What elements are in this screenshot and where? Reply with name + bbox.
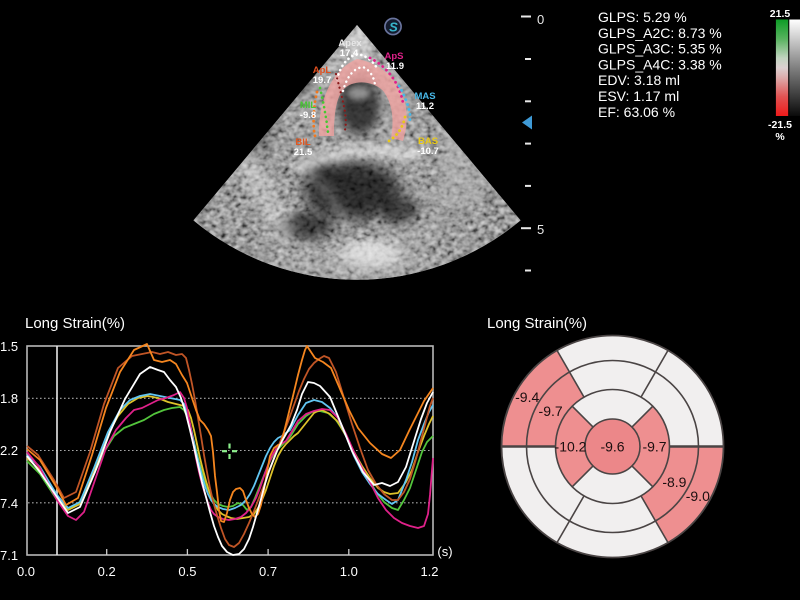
svg-text:21.5: 21.5 — [770, 8, 791, 20]
svg-text:Long Strain(%): Long Strain(%) — [25, 315, 125, 332]
svg-text:GLPS_A2C: 8.73 %: GLPS_A2C: 8.73 % — [598, 25, 722, 41]
svg-text:1.2: 1.2 — [420, 564, 438, 579]
svg-text:11.9: 11.9 — [386, 61, 404, 72]
svg-text:ApL: ApL — [313, 65, 332, 76]
svg-text:BAS: BAS — [418, 136, 438, 147]
svg-text:GLPS_A3C: 5.35 %: GLPS_A3C: 5.35 % — [598, 41, 722, 57]
svg-text:GLPS_A4C: 3.38 %: GLPS_A4C: 3.38 % — [598, 56, 722, 72]
svg-text:5: 5 — [537, 222, 544, 237]
svg-text:-9.4: -9.4 — [515, 389, 539, 405]
svg-text:MIL: MIL — [300, 100, 317, 111]
svg-text:0.0: 0.0 — [17, 564, 35, 579]
svg-text:(s): (s) — [437, 544, 452, 559]
svg-text:-8.9: -8.9 — [662, 474, 686, 490]
svg-text:1.8: 1.8 — [0, 391, 18, 406]
svg-text:GLPS: 5.29 %: GLPS: 5.29 % — [598, 9, 687, 25]
svg-text:EDV: 3.18 ml: EDV: 3.18 ml — [598, 72, 680, 88]
svg-text:%: % — [775, 131, 785, 143]
svg-text:-9.7: -9.7 — [642, 439, 666, 455]
svg-text:ApS: ApS — [385, 51, 404, 62]
svg-text:Long Strain(%): Long Strain(%) — [487, 315, 587, 332]
svg-text:-9.7: -9.7 — [539, 403, 563, 419]
svg-text:17.4: 17.4 — [340, 48, 359, 59]
svg-text:-10.2: -10.2 — [555, 439, 587, 455]
svg-text:7.1: 7.1 — [0, 548, 18, 563]
svg-text:-9.0: -9.0 — [686, 488, 710, 504]
svg-text:0.7: 0.7 — [259, 564, 277, 579]
svg-text:-21.5: -21.5 — [768, 119, 792, 131]
svg-text:0.2: 0.2 — [98, 564, 116, 579]
svg-text:2.2: 2.2 — [0, 443, 18, 458]
svg-text:11.2: 11.2 — [416, 101, 434, 112]
svg-text:S: S — [389, 20, 398, 35]
svg-text:-9.6: -9.6 — [600, 439, 624, 455]
svg-text:0.5: 0.5 — [178, 564, 196, 579]
svg-text:-10.7: -10.7 — [417, 146, 439, 157]
svg-text:1.0: 1.0 — [340, 564, 358, 579]
svg-text:BIL: BIL — [295, 137, 311, 148]
svg-text:EF: 63.06 %: EF: 63.06 % — [598, 104, 675, 120]
svg-text:0: 0 — [537, 12, 544, 27]
svg-text:MAS: MAS — [414, 91, 435, 102]
svg-text:19.7: 19.7 — [313, 75, 332, 86]
svg-text:ESV: 1.17 ml: ESV: 1.17 ml — [598, 88, 679, 104]
svg-text:Apex: Apex — [338, 38, 362, 49]
svg-text:7.4: 7.4 — [0, 496, 18, 511]
svg-text:-9.8: -9.8 — [300, 110, 316, 121]
svg-text:1.5: 1.5 — [0, 339, 18, 354]
svg-text:21.5: 21.5 — [294, 147, 313, 158]
